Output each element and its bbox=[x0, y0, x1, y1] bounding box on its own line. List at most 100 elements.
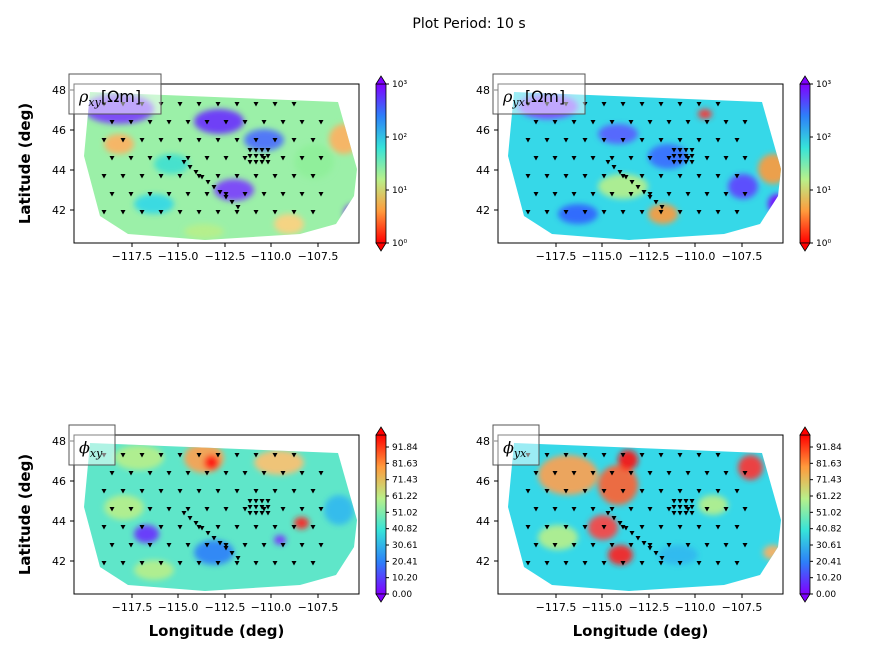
colorbar-tick-label: 0.00 bbox=[816, 590, 836, 600]
station-marker bbox=[234, 489, 240, 494]
station-marker bbox=[215, 561, 221, 566]
station-marker bbox=[704, 543, 710, 548]
station-marker bbox=[666, 471, 672, 476]
station-marker bbox=[609, 156, 615, 161]
colorbar-tick-label: 30.61 bbox=[392, 541, 418, 551]
station-marker bbox=[177, 561, 183, 566]
station-marker bbox=[533, 156, 539, 161]
axes-frame bbox=[73, 434, 360, 595]
station-marker bbox=[299, 507, 305, 512]
colorbar-tick-label: 91.84 bbox=[816, 443, 842, 453]
field-blob bbox=[294, 517, 309, 529]
colorbar-tick-label: 51.02 bbox=[392, 508, 418, 518]
station-marker bbox=[563, 525, 569, 530]
ytick-label: 48 bbox=[52, 84, 66, 97]
station-marker bbox=[563, 174, 569, 179]
station-marker bbox=[211, 185, 217, 190]
station-marker bbox=[590, 507, 596, 512]
field-blob bbox=[204, 455, 219, 470]
station-marker bbox=[582, 453, 588, 458]
station-marker bbox=[299, 543, 305, 548]
colorbar-tick-label: 10.20 bbox=[392, 574, 418, 584]
station-marker bbox=[280, 471, 286, 476]
station-marker bbox=[525, 138, 531, 143]
station-marker bbox=[658, 210, 664, 215]
station-marker bbox=[280, 120, 286, 125]
station-marker bbox=[635, 536, 641, 541]
station-marker bbox=[734, 174, 740, 179]
colorbar-gradient bbox=[799, 434, 811, 595]
station-marker bbox=[601, 174, 607, 179]
station-marker bbox=[215, 489, 221, 494]
colorbar-tick-label: 71.43 bbox=[392, 476, 418, 486]
station-marker bbox=[177, 489, 183, 494]
colorbar-tick-label: 61.22 bbox=[816, 492, 842, 502]
station-marker bbox=[525, 561, 531, 566]
station-marker bbox=[193, 521, 199, 526]
station-marker bbox=[204, 471, 210, 476]
colorbar-tick-label: 30.61 bbox=[816, 541, 842, 551]
station-marker bbox=[223, 192, 229, 197]
station-marker bbox=[544, 525, 550, 530]
station-marker bbox=[185, 543, 191, 548]
station-marker bbox=[259, 154, 265, 159]
station-marker bbox=[689, 148, 695, 153]
station-marker bbox=[223, 471, 229, 476]
station-marker bbox=[544, 174, 550, 179]
station-marker bbox=[552, 192, 558, 197]
station-marker bbox=[109, 471, 115, 476]
colorbar-tick-label: 81.63 bbox=[816, 459, 842, 469]
station-marker bbox=[671, 511, 677, 516]
station-marker bbox=[685, 120, 691, 125]
station-marker bbox=[544, 138, 550, 143]
station-marker bbox=[582, 525, 588, 530]
station-marker bbox=[280, 192, 286, 197]
station-marker bbox=[617, 170, 623, 175]
xtick-label: −115.0 bbox=[158, 601, 199, 614]
axes-frame bbox=[73, 83, 360, 244]
station-marker bbox=[166, 507, 172, 512]
station-marker bbox=[552, 120, 558, 125]
station-marker bbox=[683, 160, 689, 165]
station-marker bbox=[247, 160, 253, 165]
field-blob bbox=[538, 455, 598, 495]
station-marker bbox=[525, 210, 531, 215]
station-marker bbox=[659, 205, 665, 210]
station-marker bbox=[196, 489, 202, 494]
station-marker bbox=[742, 471, 748, 476]
ytick-label: 44 bbox=[52, 164, 66, 177]
station-marker bbox=[196, 102, 202, 107]
field-blob bbox=[104, 495, 144, 520]
field-blob bbox=[538, 525, 578, 550]
stations bbox=[101, 453, 324, 566]
station-marker bbox=[677, 154, 683, 159]
station-marker bbox=[234, 174, 240, 179]
station-marker bbox=[242, 156, 248, 161]
station-marker bbox=[571, 543, 577, 548]
station-marker bbox=[109, 120, 115, 125]
station-marker bbox=[647, 195, 653, 200]
station-marker bbox=[647, 156, 653, 161]
station-marker bbox=[666, 120, 672, 125]
field-blob bbox=[648, 204, 678, 224]
station-marker bbox=[139, 489, 145, 494]
colorbar-tick-label: 10² bbox=[816, 133, 831, 143]
field-blob bbox=[329, 124, 357, 154]
station-marker bbox=[158, 210, 164, 215]
field-blob bbox=[184, 443, 224, 473]
station-marker bbox=[265, 511, 271, 516]
station-marker bbox=[552, 471, 558, 476]
station-marker bbox=[620, 102, 626, 107]
field-blob bbox=[698, 495, 728, 515]
station-marker bbox=[525, 174, 531, 179]
axes-frame bbox=[497, 83, 784, 244]
station-marker bbox=[187, 165, 193, 170]
colorbar-tick-label: 10⁰ bbox=[392, 239, 407, 249]
station-marker bbox=[261, 471, 267, 476]
station-marker bbox=[280, 543, 286, 548]
station-marker bbox=[158, 489, 164, 494]
colorbar-tick-label: 51.02 bbox=[816, 508, 842, 518]
station-marker bbox=[139, 561, 145, 566]
station-marker bbox=[683, 154, 689, 159]
station-marker bbox=[601, 561, 607, 566]
